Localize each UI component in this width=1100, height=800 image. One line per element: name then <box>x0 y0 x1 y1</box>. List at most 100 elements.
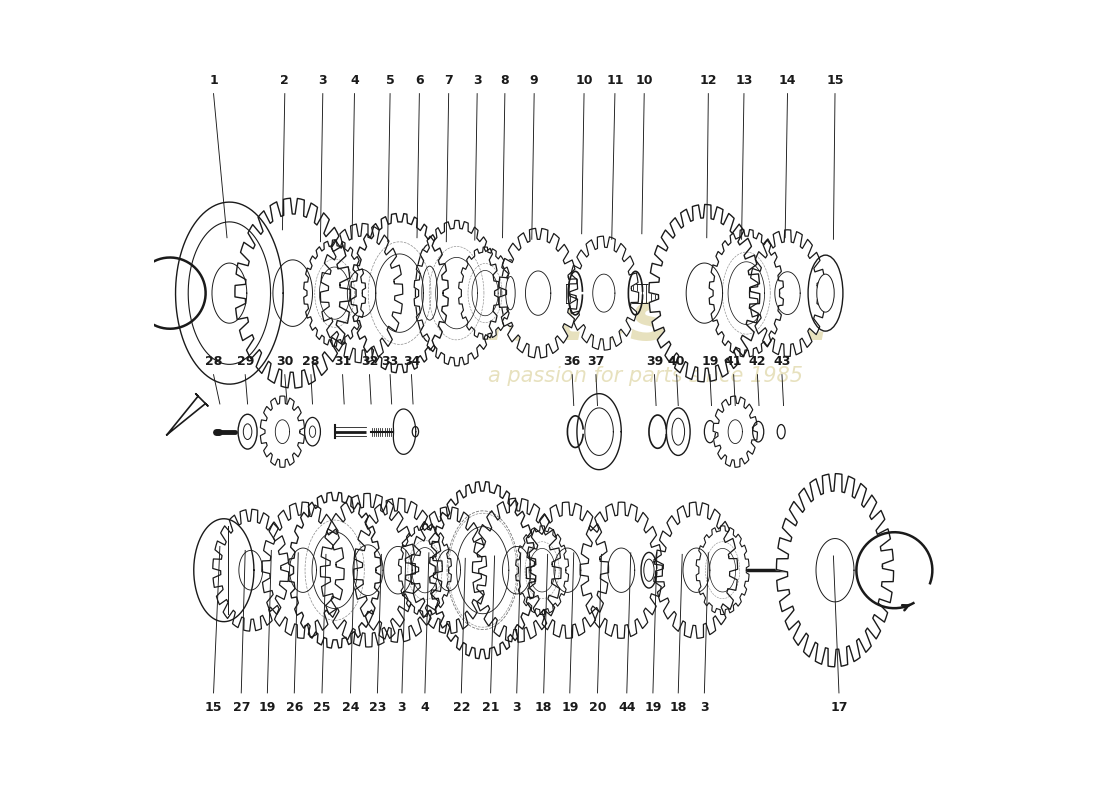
Text: 18: 18 <box>535 701 552 714</box>
Text: 15: 15 <box>826 74 844 87</box>
Polygon shape <box>394 409 416 454</box>
Polygon shape <box>580 502 662 638</box>
Ellipse shape <box>672 418 684 445</box>
Text: 28: 28 <box>302 355 320 368</box>
Text: 3: 3 <box>513 701 521 714</box>
Text: a passion for parts since 1985: a passion for parts since 1985 <box>487 366 803 386</box>
Text: 8: 8 <box>500 74 509 87</box>
Polygon shape <box>235 198 351 388</box>
Text: 9: 9 <box>530 74 539 87</box>
Text: 37: 37 <box>587 355 605 368</box>
Polygon shape <box>430 482 536 658</box>
Text: 26: 26 <box>286 701 302 714</box>
Polygon shape <box>569 236 639 350</box>
Polygon shape <box>696 526 749 614</box>
Text: 29: 29 <box>236 355 254 368</box>
Text: 3: 3 <box>700 701 708 714</box>
Ellipse shape <box>644 559 654 582</box>
Text: 4: 4 <box>420 701 429 714</box>
Text: 17: 17 <box>830 701 848 714</box>
Text: 19: 19 <box>258 701 276 714</box>
Ellipse shape <box>416 244 444 342</box>
Ellipse shape <box>412 426 419 437</box>
Ellipse shape <box>808 255 843 331</box>
Ellipse shape <box>590 560 600 580</box>
Text: 13: 13 <box>735 74 752 87</box>
Text: 2: 2 <box>280 74 289 87</box>
Text: 11: 11 <box>606 74 624 87</box>
Text: 21: 21 <box>482 701 499 714</box>
Text: 6: 6 <box>415 74 424 87</box>
Ellipse shape <box>668 560 678 580</box>
Ellipse shape <box>272 560 282 580</box>
Text: 33: 33 <box>382 355 398 368</box>
Text: 31: 31 <box>334 355 351 368</box>
Ellipse shape <box>506 277 515 310</box>
Polygon shape <box>656 502 738 638</box>
Text: 27: 27 <box>232 701 250 714</box>
Polygon shape <box>526 502 608 638</box>
Ellipse shape <box>421 266 438 320</box>
Polygon shape <box>398 524 451 616</box>
Text: 4: 4 <box>350 74 359 87</box>
Ellipse shape <box>778 425 785 438</box>
Polygon shape <box>516 526 569 614</box>
Polygon shape <box>498 228 578 358</box>
Ellipse shape <box>238 414 257 449</box>
Ellipse shape <box>500 260 520 326</box>
Polygon shape <box>777 474 893 666</box>
Text: 10: 10 <box>575 74 593 87</box>
Polygon shape <box>472 498 561 642</box>
Text: 44: 44 <box>618 701 636 714</box>
Polygon shape <box>410 507 486 634</box>
Ellipse shape <box>817 274 834 312</box>
Text: 24: 24 <box>342 701 360 714</box>
Polygon shape <box>710 230 783 357</box>
Text: 43: 43 <box>773 355 791 368</box>
Polygon shape <box>320 494 416 647</box>
Polygon shape <box>288 492 381 648</box>
Text: 22: 22 <box>452 701 470 714</box>
Ellipse shape <box>305 418 320 446</box>
Text: 32: 32 <box>361 355 378 368</box>
Text: autosport: autosport <box>461 288 829 354</box>
Polygon shape <box>459 247 512 339</box>
Text: 3: 3 <box>319 74 327 87</box>
Text: 1: 1 <box>209 74 218 87</box>
Polygon shape <box>320 223 403 362</box>
Text: 18: 18 <box>670 701 686 714</box>
Text: 34: 34 <box>403 355 420 368</box>
Text: 42: 42 <box>749 355 767 368</box>
Text: 7: 7 <box>444 74 453 87</box>
Polygon shape <box>261 396 305 467</box>
Polygon shape <box>262 502 344 638</box>
Polygon shape <box>351 214 449 373</box>
Text: 40: 40 <box>668 355 685 368</box>
Polygon shape <box>304 240 365 346</box>
Polygon shape <box>354 498 442 642</box>
Polygon shape <box>212 510 288 631</box>
Polygon shape <box>415 221 499 366</box>
Text: 19: 19 <box>561 701 579 714</box>
Text: 19: 19 <box>645 701 661 714</box>
Text: 3: 3 <box>397 701 406 714</box>
Text: 25: 25 <box>314 701 331 714</box>
Text: 3: 3 <box>473 74 482 87</box>
Ellipse shape <box>243 424 252 439</box>
Text: 5: 5 <box>386 74 395 87</box>
Ellipse shape <box>704 421 715 442</box>
Ellipse shape <box>309 426 316 438</box>
Polygon shape <box>576 394 621 470</box>
Polygon shape <box>713 396 758 467</box>
Text: 15: 15 <box>205 701 222 714</box>
Text: 10: 10 <box>636 74 653 87</box>
Text: 36: 36 <box>563 355 581 368</box>
Polygon shape <box>194 518 254 622</box>
Text: 19: 19 <box>701 355 718 368</box>
Text: 39: 39 <box>646 355 663 368</box>
Polygon shape <box>176 202 283 384</box>
Polygon shape <box>749 230 825 357</box>
Ellipse shape <box>667 408 690 455</box>
Polygon shape <box>649 205 760 382</box>
Text: 30: 30 <box>276 355 294 368</box>
